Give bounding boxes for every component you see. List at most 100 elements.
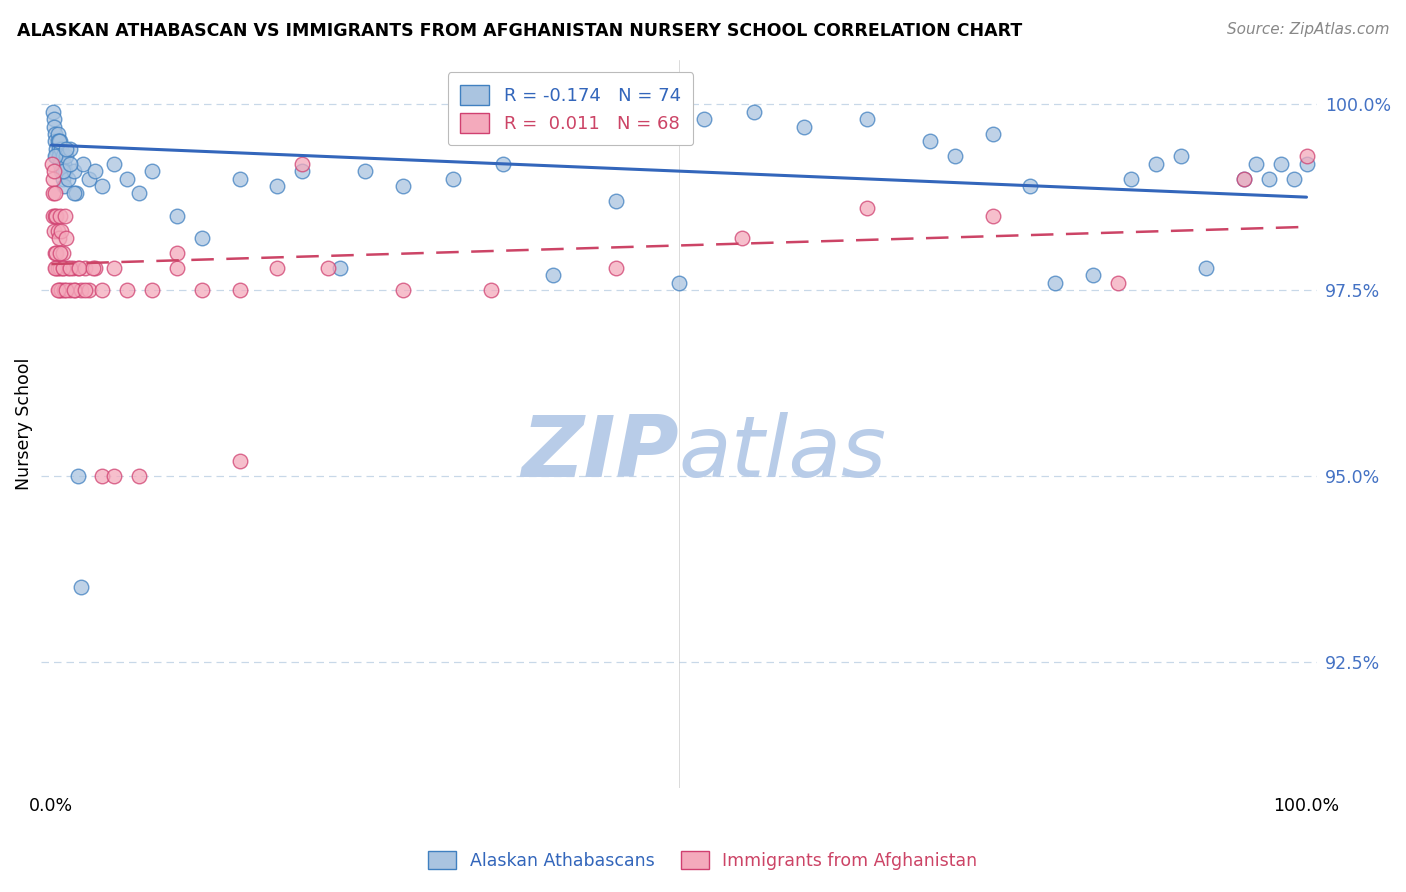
Point xyxy=(742,104,765,119)
Point xyxy=(128,469,150,483)
Point xyxy=(59,283,82,297)
Point xyxy=(49,157,72,171)
Point xyxy=(46,260,69,275)
Point xyxy=(77,171,100,186)
Point xyxy=(75,260,97,275)
Point xyxy=(84,260,107,275)
Point xyxy=(166,260,188,275)
Point xyxy=(42,120,65,134)
Text: ALASKAN ATHABASCAN VS IMMIGRANTS FROM AFGHANISTAN NURSERY SCHOOL CORRELATION CHA: ALASKAN ATHABASCAN VS IMMIGRANTS FROM AF… xyxy=(17,22,1022,40)
Point xyxy=(42,224,65,238)
Point xyxy=(70,283,93,297)
Point xyxy=(63,164,86,178)
Point xyxy=(266,179,288,194)
Point xyxy=(42,164,65,178)
Point xyxy=(492,157,515,171)
Point xyxy=(45,149,67,163)
Point xyxy=(166,246,188,260)
Point xyxy=(115,283,138,297)
Point xyxy=(291,164,314,178)
Text: atlas: atlas xyxy=(679,411,887,494)
Point xyxy=(66,260,89,275)
Point xyxy=(52,283,75,297)
Point xyxy=(59,157,82,171)
Point xyxy=(1257,171,1279,186)
Point xyxy=(44,260,66,275)
Point xyxy=(44,186,66,201)
Point xyxy=(72,157,94,171)
Point xyxy=(856,112,879,126)
Point xyxy=(1295,157,1317,171)
Point xyxy=(90,283,112,297)
Point xyxy=(44,135,66,149)
Point xyxy=(128,186,150,201)
Point xyxy=(141,164,163,178)
Point xyxy=(1019,179,1042,194)
Point xyxy=(59,142,82,156)
Point xyxy=(45,209,67,223)
Point xyxy=(391,283,413,297)
Y-axis label: Nursery School: Nursery School xyxy=(15,358,32,490)
Point xyxy=(49,135,72,149)
Point xyxy=(1282,171,1305,186)
Point xyxy=(103,260,125,275)
Point xyxy=(1081,268,1104,283)
Point xyxy=(45,142,67,156)
Point xyxy=(731,231,754,245)
Point xyxy=(67,260,90,275)
Point xyxy=(52,164,75,178)
Point xyxy=(316,260,339,275)
Point xyxy=(141,283,163,297)
Point xyxy=(41,186,63,201)
Point xyxy=(55,142,77,156)
Point xyxy=(75,283,97,297)
Point xyxy=(45,260,67,275)
Point xyxy=(52,149,75,163)
Point xyxy=(329,260,352,275)
Point xyxy=(53,164,76,178)
Point xyxy=(77,283,100,297)
Point xyxy=(44,149,66,163)
Point xyxy=(191,283,214,297)
Point xyxy=(41,171,63,186)
Text: Source: ZipAtlas.com: Source: ZipAtlas.com xyxy=(1226,22,1389,37)
Point xyxy=(46,224,69,238)
Point xyxy=(62,260,84,275)
Point xyxy=(46,127,69,141)
Point xyxy=(103,469,125,483)
Point xyxy=(51,142,73,156)
Point xyxy=(46,283,69,297)
Point xyxy=(354,164,377,178)
Point xyxy=(63,186,86,201)
Point xyxy=(228,171,250,186)
Point xyxy=(82,260,104,275)
Point xyxy=(48,142,70,156)
Point xyxy=(441,171,464,186)
Point xyxy=(228,454,250,468)
Point xyxy=(90,469,112,483)
Legend: Alaskan Athabascans, Immigrants from Afghanistan: Alaskan Athabascans, Immigrants from Afg… xyxy=(420,843,986,879)
Point xyxy=(66,469,89,483)
Point xyxy=(793,120,815,134)
Point xyxy=(46,135,69,149)
Point xyxy=(48,283,70,297)
Point xyxy=(291,157,314,171)
Point xyxy=(84,164,107,178)
Point xyxy=(48,231,70,245)
Point xyxy=(103,157,125,171)
Point xyxy=(1119,171,1142,186)
Point xyxy=(1295,149,1317,163)
Point xyxy=(49,260,72,275)
Point xyxy=(1270,157,1292,171)
Point xyxy=(1170,149,1192,163)
Point xyxy=(55,231,77,245)
Point xyxy=(45,246,67,260)
Point xyxy=(391,179,413,194)
Point xyxy=(42,112,65,126)
Point xyxy=(55,283,77,297)
Point xyxy=(1233,171,1256,186)
Point xyxy=(49,209,72,223)
Point xyxy=(52,260,75,275)
Point xyxy=(41,157,63,171)
Point xyxy=(52,246,75,260)
